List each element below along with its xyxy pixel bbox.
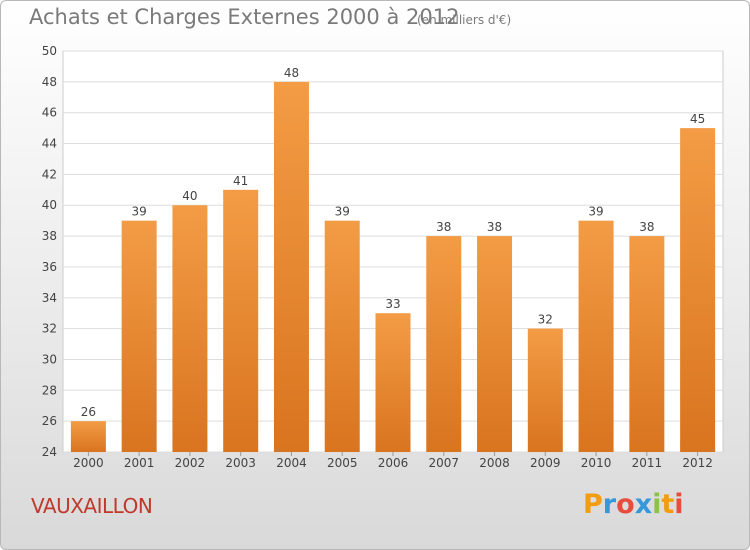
x-tick-label-2001: 2001 [124, 456, 155, 470]
bar-2004 [273, 81, 309, 452]
x-tick-label-2011: 2011 [632, 456, 663, 470]
x-tick-label-2003: 2003 [225, 456, 256, 470]
data-label-2009: 32 [538, 313, 553, 327]
x-tick-label-2008: 2008 [479, 456, 510, 470]
data-label-2006: 33 [385, 297, 400, 311]
y-tick-label: 36 [42, 260, 57, 274]
y-tick-label: 34 [42, 291, 57, 305]
data-label-2003: 41 [233, 174, 248, 188]
logo-letter: t [661, 489, 675, 520]
y-tick-label: 32 [42, 322, 57, 336]
x-tick-label-2000: 2000 [73, 456, 104, 470]
x-tick-label-2007: 2007 [428, 456, 459, 470]
logo-letter: i [652, 489, 662, 520]
bar-2009 [527, 328, 563, 452]
y-tick-label: 46 [42, 106, 57, 120]
x-tick-label-2002: 2002 [175, 456, 206, 470]
y-tick-label: 48 [42, 75, 57, 89]
logo-letter: o [616, 489, 635, 520]
y-tick-label: 24 [42, 445, 57, 459]
x-tick-label-2005: 2005 [327, 456, 358, 470]
data-label-2007: 38 [436, 220, 451, 234]
bar-2011 [629, 236, 665, 452]
bar-2005 [324, 220, 360, 452]
bar-2007 [426, 236, 462, 452]
data-label-2004: 48 [284, 66, 299, 80]
proxiti-logo: Proxiti [583, 489, 684, 520]
y-tick-label: 50 [42, 44, 57, 58]
logo-letter: P [583, 489, 603, 520]
y-tick-label: 40 [42, 198, 57, 212]
bar-2010 [578, 220, 614, 452]
y-tick-label: 44 [42, 137, 57, 151]
logo-letter: x [634, 489, 653, 520]
chart-title: Achats et Charges Externes 2000 à 2012 [29, 5, 460, 29]
y-tick-label: 28 [42, 383, 57, 397]
y-tick-label: 42 [42, 167, 57, 181]
x-tick-label-2006: 2006 [378, 456, 409, 470]
data-label-2008: 38 [487, 220, 502, 234]
data-label-2002: 40 [182, 189, 197, 203]
x-tick-label-2004: 2004 [276, 456, 307, 470]
bar-2002 [172, 205, 208, 452]
logo-letter: r [602, 489, 617, 520]
chart-unit-note: (en milliers d'€) [417, 13, 512, 27]
data-label-2012: 45 [690, 112, 705, 126]
bar-2012 [680, 128, 716, 452]
logo-letter: i [674, 489, 684, 520]
y-tick-label: 38 [42, 229, 57, 243]
data-label-2005: 39 [335, 205, 350, 219]
bar-2006 [375, 313, 411, 452]
bar-2003 [223, 189, 259, 453]
town-name: VAUXAILLON [31, 494, 153, 518]
y-tick-label: 26 [42, 414, 57, 428]
bar-2001 [121, 220, 157, 452]
x-tick-label-2012: 2012 [682, 456, 713, 470]
y-tick-label: 30 [42, 352, 57, 366]
x-tick-label-2009: 2009 [530, 456, 561, 470]
data-label-2000: 26 [81, 405, 96, 419]
bar-2008 [477, 236, 513, 452]
x-tick-label-2010: 2010 [581, 456, 612, 470]
data-label-2010: 39 [588, 205, 603, 219]
bar-2000 [70, 421, 106, 452]
data-label-2011: 38 [639, 220, 654, 234]
data-label-2001: 39 [132, 205, 147, 219]
